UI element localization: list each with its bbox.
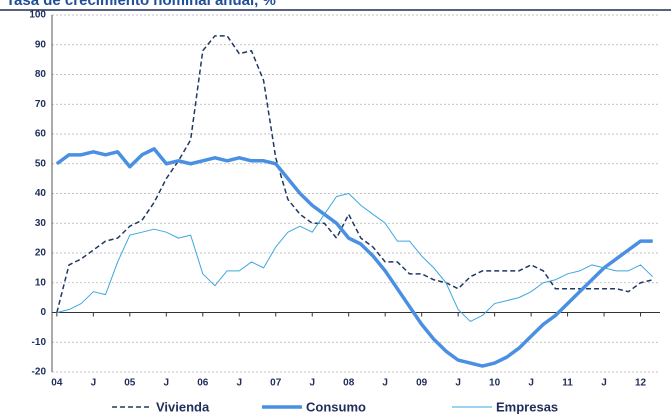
x-tick-label: J [528,378,534,389]
legend-label: Empresas [496,399,558,414]
legend-label: Vivienda [156,399,210,414]
x-tick-label: J [164,378,170,389]
x-tick-label: J [236,378,242,389]
x-tick-label: 11 [562,378,573,389]
y-tick-label: 40 [35,188,47,199]
y-tick-label: 90 [35,39,47,50]
y-tick-label: 100 [29,10,46,21]
x-tick-label: 12 [635,378,647,389]
x-tick-label: 07 [270,378,282,389]
x-tick-label: 09 [416,378,428,389]
x-tick-label: J [91,378,97,389]
y-tick-label: -10 [32,337,47,348]
y-tick-label: 20 [35,248,47,259]
series-line [56,35,653,313]
legend-label: Consumo [306,399,366,414]
y-tick-label: 60 [35,129,47,140]
y-tick-label: 0 [40,307,46,318]
y-tick-label: 50 [35,158,47,169]
x-tick-label: J [309,378,315,389]
x-tick-label: J [382,378,388,389]
series-line [55,147,653,368]
x-tick-label: J [455,378,461,389]
x-tick-label: 10 [489,378,501,389]
x-tick-label: 06 [197,378,209,389]
y-tick-label: 70 [35,99,47,110]
x-tick-label: J [601,378,607,389]
x-tick-label: 04 [51,378,63,389]
series-line [56,193,654,322]
y-tick-label: -20 [32,367,47,378]
y-tick-label: 30 [35,218,47,229]
chart-title: Tasa de crecimiento nominal anual, % [6,0,276,9]
x-tick-label: 05 [124,378,136,389]
x-tick-label: 08 [343,378,355,389]
y-tick-label: 10 [35,277,47,288]
y-tick-label: 80 [35,69,47,80]
